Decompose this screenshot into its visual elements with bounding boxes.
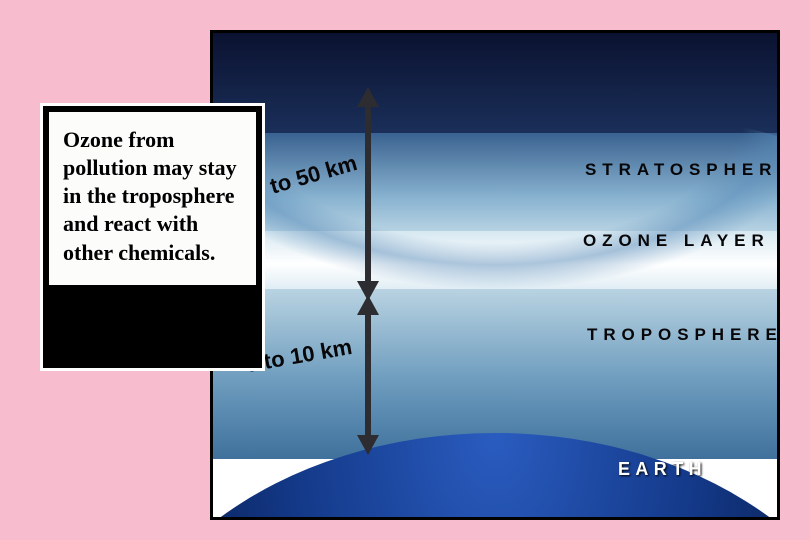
label-earth: EARTH [618, 459, 707, 480]
info-card: Ozone from pollution may stay in the tro… [40, 103, 265, 371]
atmosphere-diagram: STRATOSPHERE OZONE LAYER TROPOSPHERE EAR… [210, 30, 780, 520]
arrow-troposphere [365, 311, 371, 439]
arrow-stratosphere [365, 103, 371, 285]
label-stratosphere: STRATOSPHERE [585, 160, 780, 180]
atmosphere-layers: STRATOSPHERE OZONE LAYER TROPOSPHERE EAR… [213, 33, 777, 517]
label-ozone: OZONE LAYER [583, 231, 770, 251]
arrow-troposphere-up [357, 295, 379, 315]
arrow-stratosphere-up [357, 87, 379, 107]
arrow-troposphere-down [357, 435, 379, 455]
blend-space-strat [210, 103, 780, 323]
info-card-text: Ozone from pollution may stay in the tro… [49, 112, 256, 285]
label-troposphere: TROPOSPHERE [587, 325, 780, 345]
